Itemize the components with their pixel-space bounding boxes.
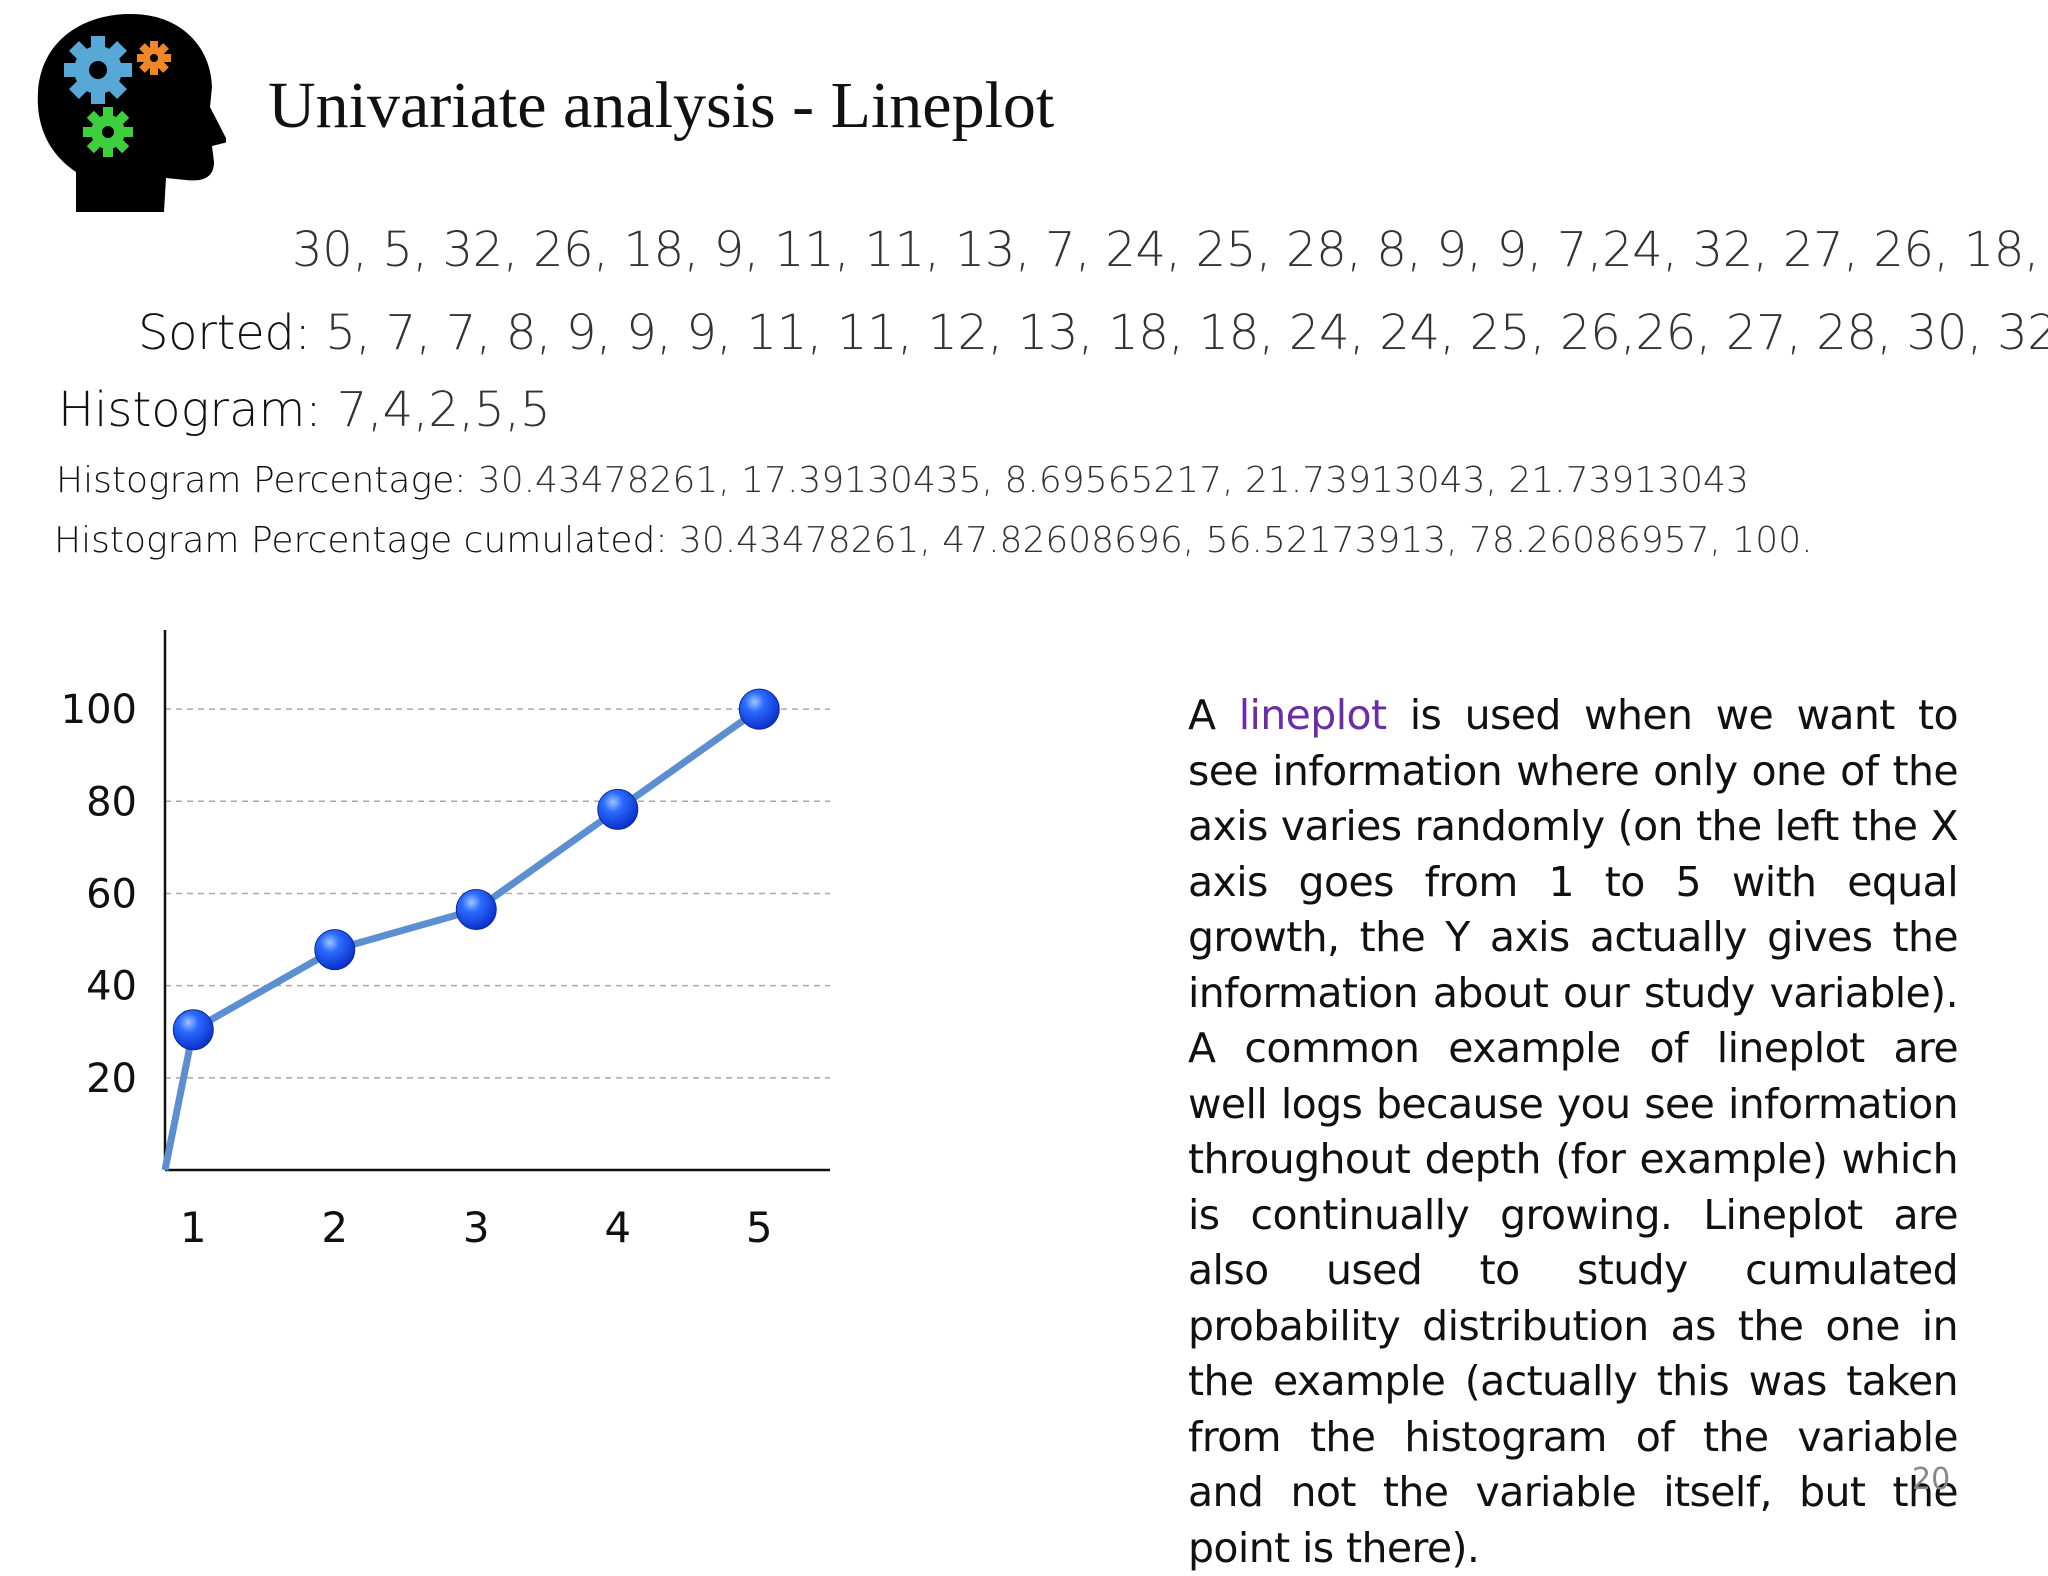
- histogram-label: Histogram:: [58, 382, 322, 438]
- y-tick-label: 40: [86, 964, 137, 1010]
- histogram-percentage-line: Histogram Percentage: 30.43478261, 17.39…: [56, 460, 1749, 501]
- x-tick-label: 3: [463, 1203, 490, 1252]
- histogram-values: 7,4,2,5,5: [321, 382, 551, 438]
- y-tick-label: 20: [86, 1056, 137, 1102]
- data-point: [597, 788, 639, 830]
- page-title: Univariate analysis - Lineplot: [268, 69, 1055, 142]
- head-gears-icon: [37, 14, 226, 212]
- description-paragraph: A lineplot is used when we want to see i…: [1188, 688, 1959, 1576]
- series-points: [172, 688, 780, 1051]
- data-point: [455, 889, 497, 931]
- sorted-values-line: Sorted: 5, 7, 7, 8, 9, 9, 9, 11, 11, 12,…: [138, 305, 2048, 361]
- sorted-values: 5, 7, 7, 8, 9, 9, 9, 11, 11, 12, 13, 18,…: [310, 305, 2048, 361]
- x-tick-label: 5: [746, 1203, 773, 1252]
- data-point: [314, 929, 356, 971]
- x-tick-label: 4: [604, 1203, 631, 1252]
- histogram-cumulated-label: Histogram Percentage cumulated:: [54, 520, 668, 561]
- y-tick-label: 80: [86, 779, 137, 825]
- histogram-cumulated-values: 30.43478261, 47.82608696, 56.52173913, 7…: [667, 520, 1813, 561]
- y-tick-labels: 20 40 60 80 100: [61, 687, 137, 1102]
- x-tick-labels: 1 2 3 4 5: [180, 1203, 773, 1252]
- data-point: [172, 1009, 214, 1051]
- series-line: [161, 706, 762, 1171]
- data-point: [738, 688, 780, 730]
- histogram-line: Histogram: 7,4,2,5,5: [58, 382, 551, 438]
- histogram-percentage-label: Histogram Percentage:: [56, 460, 467, 501]
- raw-values-line: 30, 5, 32, 26, 18, 9, 11, 11, 13, 7, 24,…: [292, 222, 2048, 278]
- series-path: [161, 706, 762, 1171]
- histogram-cumulated-line: Histogram Percentage cumulated: 30.43478…: [54, 520, 1813, 561]
- y-tick-label: 60: [86, 871, 137, 917]
- sorted-label: Sorted:: [138, 305, 311, 361]
- histogram-percentage-values: 30.43478261, 17.39130435, 8.69565217, 21…: [466, 460, 1749, 501]
- cumulative-lineplot: 20 40 60 80 100 1 2 3 4 5: [61, 630, 830, 1252]
- x-tick-label: 1: [180, 1203, 207, 1252]
- chart-axes: [163, 630, 830, 1172]
- y-tick-label: 100: [61, 687, 137, 733]
- x-tick-label: 2: [321, 1203, 348, 1252]
- description-rest: is used when we want to see information …: [1188, 691, 1959, 1572]
- page-number: 20: [1912, 1462, 1951, 1497]
- description-highlight: lineplot: [1238, 691, 1387, 739]
- description-start: A: [1188, 691, 1239, 739]
